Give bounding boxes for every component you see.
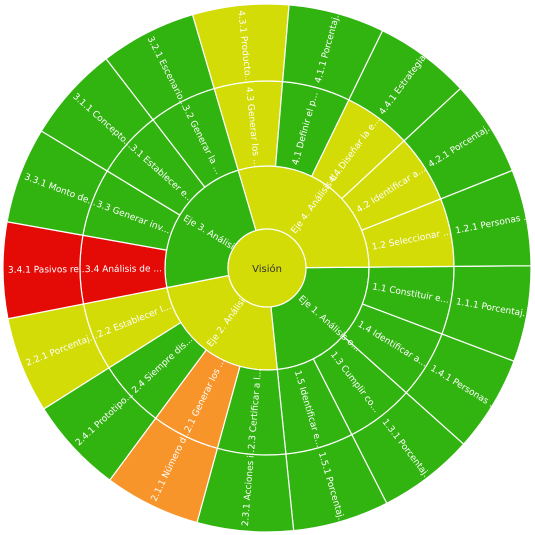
sunburst-rings xyxy=(2,3,532,533)
center-node[interactable] xyxy=(227,228,307,308)
sunburst-segment-label: 3.4.1 Pasivos re... xyxy=(8,265,88,276)
sunburst-segment-label: 3.4 Análisis de ... xyxy=(85,264,162,275)
center-label: Visión xyxy=(252,263,282,275)
sunburst-segment[interactable] xyxy=(439,169,532,267)
